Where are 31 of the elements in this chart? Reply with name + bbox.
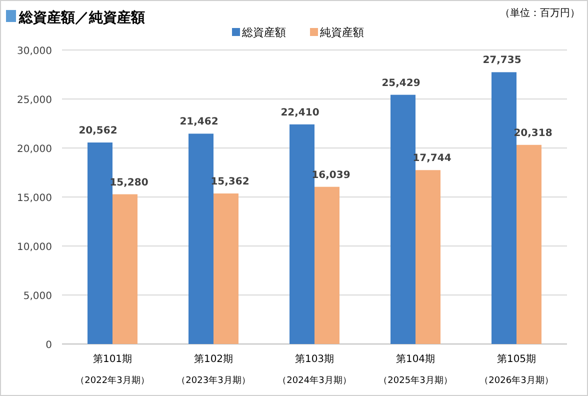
x-tick-label: 第104期（2025年3月期） (378, 353, 452, 386)
x-tick-label: 第101期（2022年3月期） (76, 353, 150, 386)
data-label: 21,462 (180, 116, 218, 128)
bar (88, 142, 112, 344)
bar (314, 186, 340, 344)
data-label: 25,429 (382, 78, 420, 89)
y-tick-label: 30,000 (17, 46, 52, 57)
y-tick-label: 10,000 (17, 242, 52, 253)
data-label: 20,562 (78, 125, 118, 136)
data-label: 27,735 (482, 55, 522, 66)
y-tick-label: 20,000 (17, 144, 52, 155)
bar (188, 134, 214, 344)
x-tick-label: 第103期（2024年3月期） (278, 353, 352, 386)
bar (416, 170, 440, 344)
legend-label: 総資産額 (241, 26, 286, 39)
y-tick-label: 0 (46, 340, 52, 351)
data-label: 22,410 (280, 107, 320, 118)
bar (516, 144, 542, 344)
y-tick-label: 15,000 (17, 193, 52, 204)
bar (390, 94, 416, 344)
y-tick-label: 5,000 (23, 291, 52, 302)
y-tick-label: 25,000 (17, 95, 52, 106)
legend-label: 純資産額 (320, 26, 364, 39)
bar (492, 72, 516, 344)
x-tick-label: 第102期（2023年3月期） (176, 353, 250, 386)
bar (112, 194, 138, 344)
bar (214, 193, 238, 344)
bar (290, 124, 314, 344)
x-tick-label: 第105期（2026年3月期） (480, 353, 554, 386)
text: （単位：百万円） (500, 7, 580, 19)
chart-title: 総資産額／純資産額 (18, 9, 145, 26)
